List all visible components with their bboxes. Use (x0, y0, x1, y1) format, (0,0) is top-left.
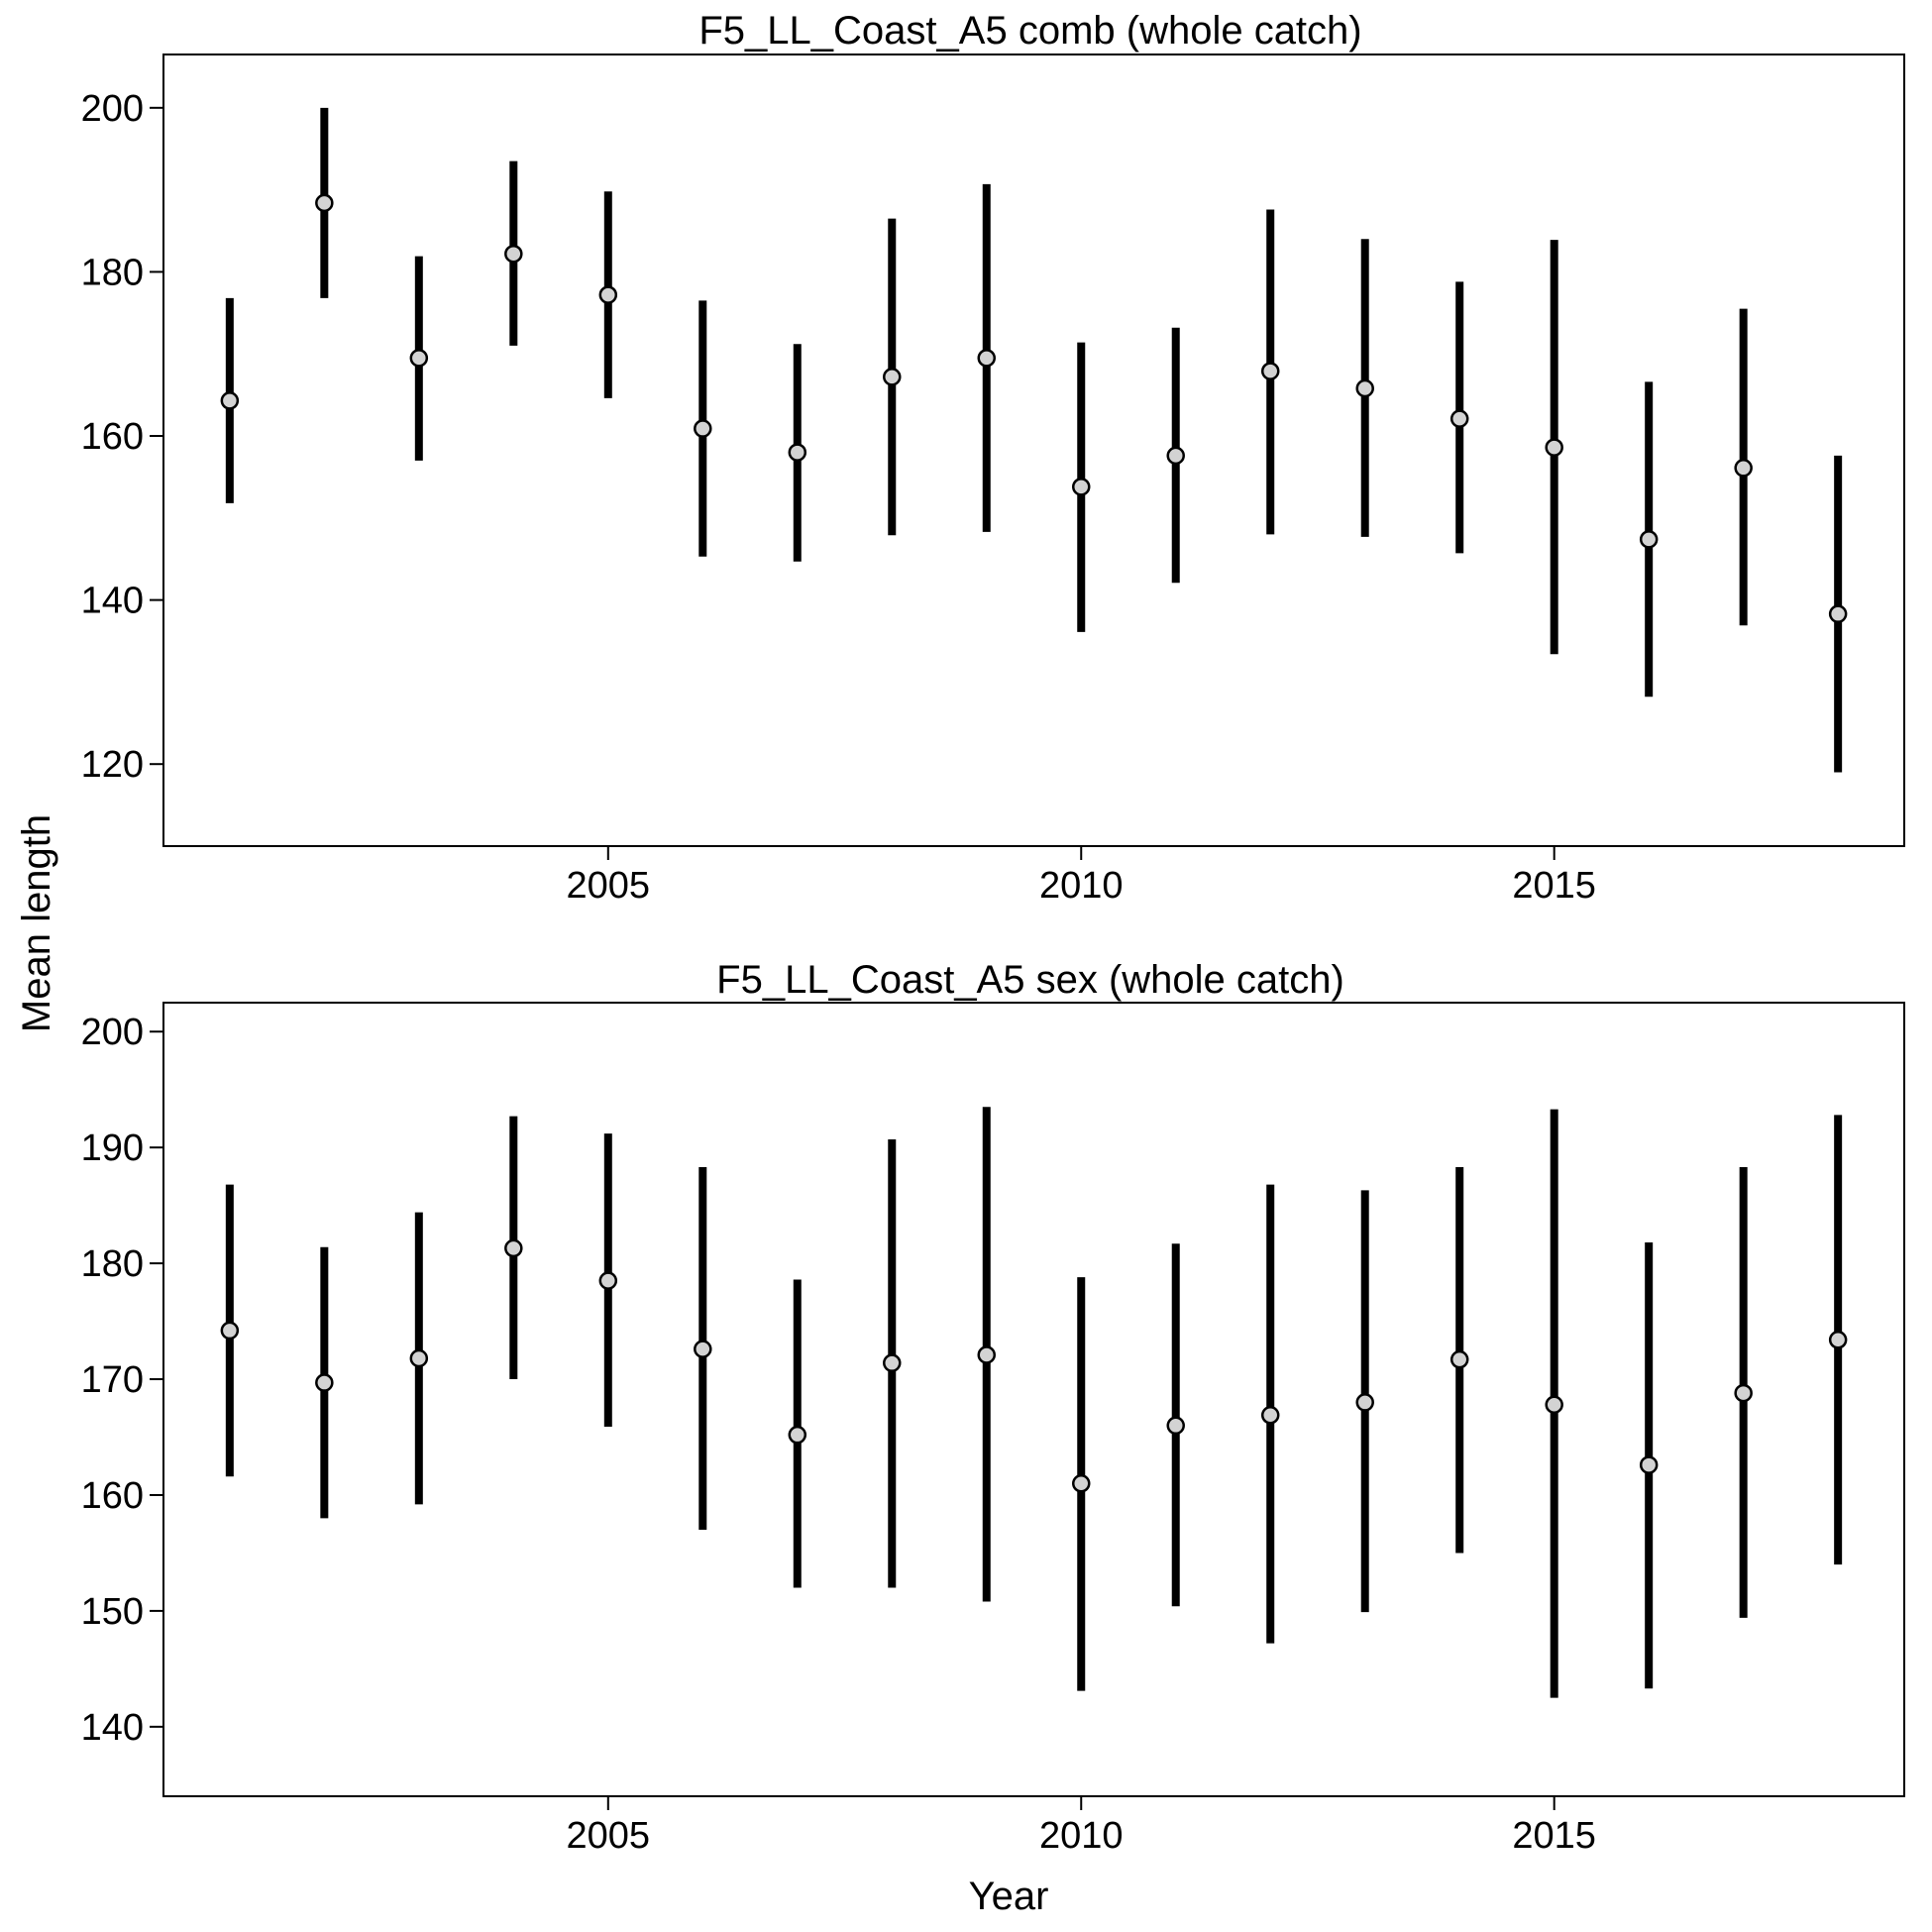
x-tick-label: 2005 (567, 865, 651, 907)
y-tick-label: 180 (81, 1243, 144, 1285)
y-tick-label: 160 (81, 416, 144, 458)
x-tick-label: 2015 (1512, 865, 1596, 907)
mean-point-2011 (1166, 1416, 1185, 1436)
mean-point-2015 (1545, 438, 1563, 457)
mean-point-2001 (220, 1321, 240, 1341)
panel-sex: F5_LL_Coast_A5 sex (whole catch) 1401501… (81, 958, 1905, 1857)
x-axis-title: Year (969, 1875, 1049, 1918)
mean-point-2012 (1260, 362, 1280, 380)
mean-point-2016 (1639, 1455, 1659, 1474)
mean-point-2018 (1828, 1331, 1848, 1349)
y-tick-label: 120 (81, 744, 144, 786)
mean-point-2010 (1071, 478, 1091, 496)
y-tick-label: 150 (81, 1591, 144, 1633)
mean-point-2012 (1260, 1406, 1280, 1425)
x-tick-label: 2005 (567, 1815, 651, 1857)
y-axis-title: Mean length (15, 814, 58, 1032)
mean-point-2008 (883, 368, 902, 386)
mean-point-2013 (1355, 378, 1374, 398)
panel-comb: F5_LL_Coast_A5 comb (whole catch) 120 140… (81, 9, 1905, 907)
mean-point-2007 (788, 1425, 807, 1445)
x-axis: 2005 2010 2015 (567, 846, 1596, 907)
plot-frame (162, 1002, 1905, 1797)
y-tick-label: 140 (81, 581, 144, 622)
mean-point-2003 (409, 349, 429, 368)
x-tick-label: 2015 (1512, 1815, 1596, 1857)
y-tick-label: 200 (81, 1012, 144, 1053)
y-tick-label: 140 (81, 1707, 144, 1749)
mean-point-2011 (1166, 446, 1185, 466)
panel-title: F5_LL_Coast_A5 sex (whole catch) (716, 958, 1344, 1002)
mean-point-2014 (1449, 1349, 1469, 1369)
mean-point-2001 (220, 391, 240, 410)
y-tick-label: 190 (81, 1127, 144, 1169)
mean-point-2009 (977, 349, 997, 368)
mean-point-2013 (1355, 1393, 1374, 1412)
mean-point-2008 (883, 1353, 902, 1372)
mean-point-2003 (409, 1348, 429, 1368)
mean-point-2005 (598, 285, 618, 304)
mean-point-2016 (1639, 530, 1659, 549)
mean-point-2017 (1734, 459, 1753, 478)
mean-point-2006 (694, 1340, 712, 1358)
panel-title: F5_LL_Coast_A5 comb (whole catch) (698, 9, 1361, 53)
mean-point-2018 (1828, 604, 1848, 623)
mean-point-2004 (504, 244, 523, 264)
mean-point-2014 (1449, 409, 1469, 428)
x-tick-label: 2010 (1039, 1815, 1124, 1857)
y-axis: 120 140 160 180 200 (81, 88, 163, 786)
mean-point-2007 (788, 443, 807, 462)
mean-point-2004 (504, 1238, 523, 1258)
y-axis: 140 150 160 170 180 190 200 (81, 1012, 163, 1749)
mean-point-2015 (1545, 1395, 1563, 1415)
error-bars (220, 107, 1848, 773)
x-axis: 2005 2010 2015 (567, 1796, 1596, 1857)
x-tick-label: 2010 (1039, 865, 1124, 907)
y-tick-label: 170 (81, 1359, 144, 1401)
y-tick-label: 160 (81, 1475, 144, 1517)
y-tick-label: 180 (81, 252, 144, 293)
mean-point-2006 (694, 419, 712, 438)
mean-point-2002 (315, 1373, 334, 1392)
mean-point-2005 (598, 1271, 618, 1290)
plot-frame (162, 54, 1905, 847)
mean-point-2009 (977, 1345, 997, 1364)
error-bars (220, 1107, 1848, 1698)
y-tick-label: 200 (81, 88, 144, 130)
mean-point-2017 (1734, 1383, 1753, 1403)
mean-point-2010 (1071, 1474, 1091, 1493)
mean-point-2002 (315, 193, 334, 213)
